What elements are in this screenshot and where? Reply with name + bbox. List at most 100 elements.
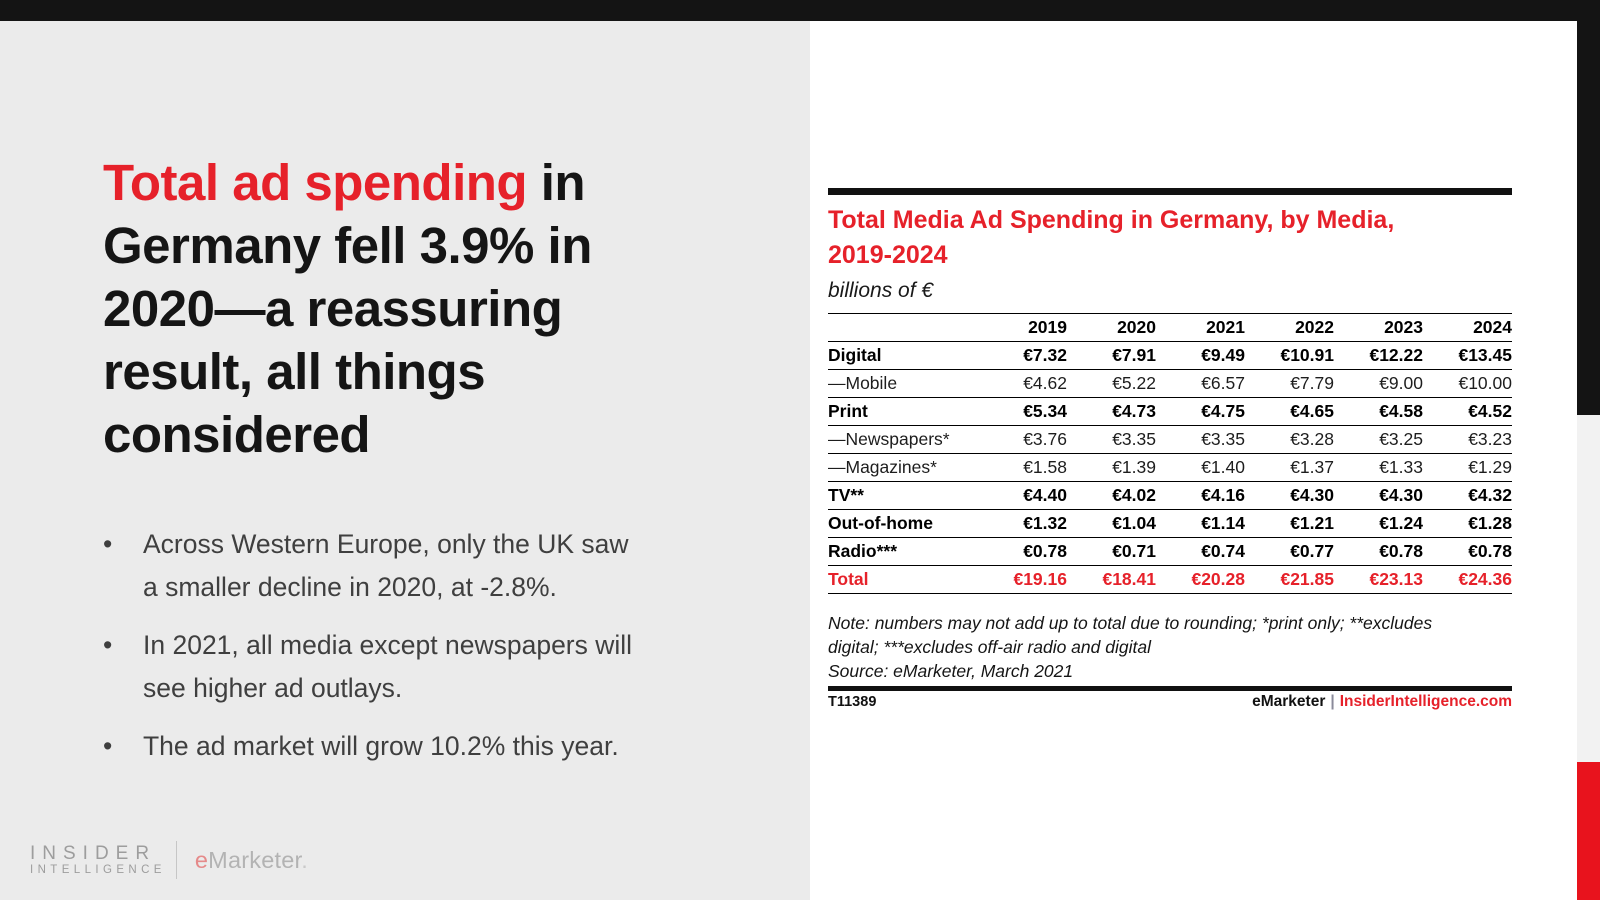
year-column-header: 2020 xyxy=(1117,317,1156,337)
value-cell: €4.58 xyxy=(1379,401,1423,421)
value-cell: €9.00 xyxy=(1379,373,1423,393)
right-strip-gray xyxy=(1577,415,1600,762)
row-label: —Mobile xyxy=(828,373,898,393)
brand-footer: INSIDER INTELLIGENCE eMarketer. xyxy=(30,841,308,879)
card-footer: T11389 eMarketer | InsiderIntelligence.com xyxy=(828,693,1512,711)
value-cell: €10.91 xyxy=(1280,345,1334,365)
card-top-rule xyxy=(828,188,1512,195)
table-header-row: 2019 2020 2021 2022 2023 2024 xyxy=(828,314,1512,342)
value-cell: €3.35 xyxy=(1201,429,1245,449)
table-row-radio: Radio*** €0.78 €0.71 €0.74 €0.77 €0.78 €0.78 xyxy=(828,538,1512,566)
source-line: Source: eMarketer, March 2021 xyxy=(828,661,1074,681)
right-strip-black xyxy=(1577,21,1600,415)
value-cell: €0.78 xyxy=(1468,541,1512,561)
chart-subtitle: billions of € xyxy=(828,279,934,302)
value-cell: €3.25 xyxy=(1379,429,1423,449)
row-label: —Magazines* xyxy=(828,457,937,477)
table-row-newspapers: —Newspapers* €3.76 €3.35 €3.35 €3.28 €3.25 €3.… xyxy=(828,426,1512,454)
value-cell: €4.32 xyxy=(1468,485,1512,505)
headline-highlight: Total ad spending xyxy=(103,154,528,211)
table-row-mobile: —Mobile €4.62 €5.22 €6.57 €7.79 €9.00 €10.00 xyxy=(828,370,1512,398)
value-cell: €0.78 xyxy=(1379,541,1423,561)
insider-intelligence-logo: INSIDER INTELLIGENCE xyxy=(30,842,166,877)
insider-logo-line2: INTELLIGENCE xyxy=(30,863,166,876)
insider-logo-line1: INSIDER xyxy=(30,842,157,864)
year-column-header: 2022 xyxy=(1295,317,1334,337)
top-black-bar xyxy=(0,0,1600,21)
chart-id: T11389 xyxy=(828,694,877,710)
emarketer-logo-text: Marketer xyxy=(208,846,302,873)
value-cell: €1.24 xyxy=(1379,513,1423,533)
value-cell: €1.39 xyxy=(1112,457,1156,477)
value-cell: €5.22 xyxy=(1112,373,1156,393)
year-column-header: 2024 xyxy=(1473,317,1512,337)
value-cell: €3.23 xyxy=(1468,429,1512,449)
value-cell: €1.28 xyxy=(1468,513,1512,533)
value-cell: €13.45 xyxy=(1458,345,1512,365)
bullet-item: Across Western Europe, only the UK saw a… xyxy=(100,523,700,609)
value-cell: €23.13 xyxy=(1369,569,1423,589)
chart-title-line2: 2019-2024 xyxy=(828,241,948,269)
chart-card: Total Media Ad Spending in Germany, by M… xyxy=(810,21,1577,900)
value-cell: €0.71 xyxy=(1112,541,1156,561)
value-cell: €19.16 xyxy=(1013,569,1067,589)
value-cell: €1.37 xyxy=(1290,457,1334,477)
value-cell: €10.00 xyxy=(1458,373,1512,393)
chart-title: Total Media Ad Spending in Germany, by M… xyxy=(828,203,1512,273)
note-line1: Note: numbers may not add up to total du… xyxy=(828,613,1433,633)
note-line2: digital; ***excludes off-air radio and d… xyxy=(828,637,1151,657)
value-cell: €7.32 xyxy=(1023,345,1067,365)
bullet-list: Across Western Europe, only the UK saw a… xyxy=(100,523,700,783)
value-cell: €9.49 xyxy=(1201,345,1245,365)
right-strip-red xyxy=(1577,762,1600,900)
row-label: Radio*** xyxy=(828,541,898,561)
value-cell: €1.58 xyxy=(1023,457,1067,477)
footer-emarketer: eMarketer xyxy=(1252,693,1326,710)
row-label: Digital xyxy=(828,345,882,365)
year-column-header: 2021 xyxy=(1206,317,1245,337)
value-cell: €4.02 xyxy=(1112,485,1156,505)
chart-title-line1: Total Media Ad Spending in Germany, by M… xyxy=(828,206,1395,234)
footer-brand-line: eMarketer | InsiderIntelligence.com xyxy=(1252,693,1512,711)
headline: Total ad spending in Germany fell 3.9% i… xyxy=(103,151,703,466)
value-cell: €1.29 xyxy=(1468,457,1512,477)
value-cell: €18.41 xyxy=(1102,569,1156,589)
value-cell: €1.14 xyxy=(1201,513,1245,533)
value-cell: €1.33 xyxy=(1379,457,1423,477)
footer-separator: | xyxy=(1330,693,1335,710)
year-column-header: 2023 xyxy=(1384,317,1423,337)
value-cell: €1.32 xyxy=(1023,513,1067,533)
table-row-print: Print €5.34 €4.73 €4.75 €4.65 €4.58 €4.52 xyxy=(828,398,1512,426)
logo-divider xyxy=(175,841,177,879)
row-label: —Newspapers* xyxy=(828,429,950,449)
value-cell: €4.30 xyxy=(1379,485,1423,505)
value-cell: €1.04 xyxy=(1112,513,1156,533)
emarketer-logo: eMarketer. xyxy=(195,847,308,874)
value-cell: €4.75 xyxy=(1201,401,1245,421)
value-cell: €1.40 xyxy=(1201,457,1245,477)
year-column-header: 2019 xyxy=(1028,317,1067,337)
table-row-tv: TV** €4.40 €4.02 €4.16 €4.30 €4.30 €4.32 xyxy=(828,482,1512,510)
card-bottom-rule xyxy=(828,686,1512,691)
value-cell: €4.65 xyxy=(1290,401,1334,421)
value-cell: €3.28 xyxy=(1290,429,1334,449)
emarketer-logo-e: e xyxy=(194,846,209,873)
value-cell: €12.22 xyxy=(1369,345,1423,365)
value-cell: €0.74 xyxy=(1201,541,1245,561)
value-cell: €4.40 xyxy=(1023,485,1067,505)
footer-site-link[interactable]: InsiderIntelligence.com xyxy=(1339,693,1512,710)
chart-note: Note: numbers may not add up to total du… xyxy=(828,611,1512,683)
value-cell: €7.91 xyxy=(1112,345,1156,365)
value-cell: €3.35 xyxy=(1112,429,1156,449)
value-cell: €24.36 xyxy=(1458,569,1512,589)
row-label: Print xyxy=(828,401,868,421)
row-label: Out-of-home xyxy=(828,513,933,533)
value-cell: €4.30 xyxy=(1290,485,1334,505)
table-row-outofhome: Out-of-home €1.32 €1.04 €1.14 €1.21 €1.24 €1.2… xyxy=(828,510,1512,538)
value-cell: €0.78 xyxy=(1023,541,1067,561)
table-row-total: Total €19.16 €18.41 €20.28 €21.85 €23.13 €24.3… xyxy=(828,566,1512,594)
left-panel: Total ad spending in Germany fell 3.9% i… xyxy=(0,21,810,900)
value-cell: €4.16 xyxy=(1201,485,1245,505)
value-cell: €21.85 xyxy=(1280,569,1334,589)
